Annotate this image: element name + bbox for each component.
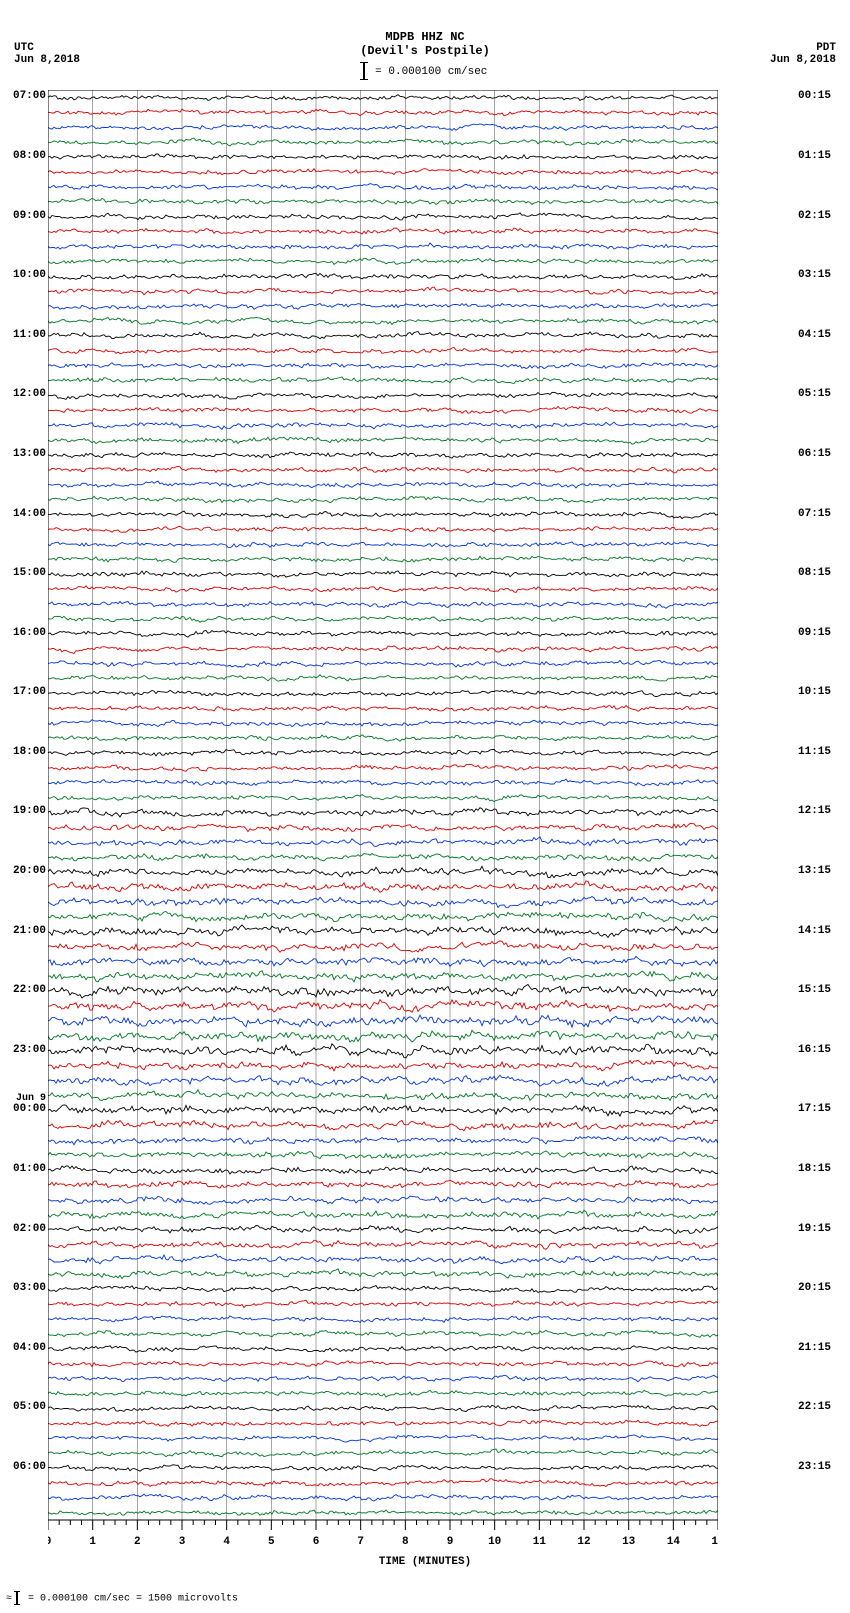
x-tick-label: 11: [533, 1536, 547, 1548]
x-tick-label: 5: [268, 1536, 275, 1548]
seismogram-page: MDPB HHZ NC (Devil's Postpile) = 0.00010…: [0, 0, 850, 1613]
hour-label: 16:15: [798, 1044, 831, 1056]
x-axis-label: TIME (MINUTES): [0, 1556, 850, 1568]
tz-left-date: Jun 8,2018: [14, 54, 80, 66]
hour-label: 07:15: [798, 508, 831, 520]
station-name: (Devil's Postpile): [0, 44, 850, 58]
hour-labels-pdt: 00:15 01:15 02:15 03:15 04:15 05:15 06:15 07:15…: [798, 90, 838, 1520]
x-tick-label: 9: [447, 1536, 454, 1548]
tz-right-date: Jun 8,2018: [770, 54, 836, 66]
hour-label: 20:00: [6, 865, 46, 877]
x-tick-label: 12: [577, 1536, 590, 1548]
x-tick-label: 2: [134, 1536, 141, 1548]
hour-label: 21:15: [798, 1342, 831, 1354]
timezone-right: PDT Jun 8,2018: [770, 42, 836, 66]
footer-scale: ≈ = 0.000100 cm/sec = 1500 microvolts: [6, 1591, 238, 1605]
hour-label: 05:15: [798, 388, 831, 400]
hour-label: 19:15: [798, 1223, 831, 1235]
header: MDPB HHZ NC (Devil's Postpile) = 0.00010…: [0, 30, 850, 80]
x-tick-label: 8: [402, 1536, 409, 1548]
hour-label: 02:15: [798, 210, 831, 222]
hour-label: 02:00: [6, 1223, 46, 1235]
hour-label: 08:15: [798, 567, 831, 579]
x-tick-label: 15: [711, 1536, 718, 1548]
x-tick-label: 6: [313, 1536, 320, 1548]
hour-label: 05:00: [6, 1401, 46, 1413]
hour-label: 23:15: [798, 1461, 831, 1473]
helicorder-plot: [48, 90, 718, 1520]
scale-bar: = 0.000100 cm/sec: [0, 62, 850, 80]
hour-label: 17:15: [798, 1103, 831, 1115]
x-tick-label: 14: [667, 1536, 681, 1548]
hour-label: 12:00: [6, 388, 46, 400]
hour-label: 09:00: [6, 210, 46, 222]
hour-label: 06:15: [798, 448, 831, 460]
hour-label: 06:00: [6, 1461, 46, 1473]
hour-label: 23:00: [6, 1044, 46, 1056]
hour-label: 20:15: [798, 1282, 831, 1294]
hour-label: 15:00: [6, 567, 46, 579]
timezone-left: UTC Jun 8,2018: [14, 42, 80, 66]
footer-approx: ≈: [6, 1594, 12, 1605]
station-code: MDPB HHZ NC: [0, 30, 850, 44]
hour-label: 01:15: [798, 150, 831, 162]
hour-label: 22:15: [798, 1401, 831, 1413]
x-tick-label: 13: [622, 1536, 636, 1548]
hour-label: 11:15: [798, 746, 831, 758]
hour-label: Jun 900:00: [6, 1093, 46, 1115]
hour-label: 04:15: [798, 329, 831, 341]
scale-text: = 0.000100 cm/sec: [369, 66, 488, 78]
hour-label: 10:00: [6, 269, 46, 281]
hour-label: 09:15: [798, 627, 831, 639]
tz-left-label: UTC: [14, 42, 80, 54]
hour-label: 10:15: [798, 686, 831, 698]
hour-label: 14:00: [6, 508, 46, 520]
hour-label: 16:00: [6, 627, 46, 639]
scale-bar-icon: [363, 62, 365, 80]
hour-label: 08:00: [6, 150, 46, 162]
hour-label: 01:00: [6, 1163, 46, 1175]
x-tick-label: 7: [357, 1536, 364, 1548]
hour-label: 17:00: [6, 686, 46, 698]
hour-label: 07:00: [6, 90, 46, 102]
footer-bar-icon: [16, 1591, 18, 1605]
hour-label: 00:15: [798, 90, 831, 102]
x-tick-label: 0: [48, 1536, 51, 1548]
x-tick-label: 3: [179, 1536, 186, 1548]
hour-label: 15:15: [798, 984, 831, 996]
hour-label: 13:15: [798, 865, 831, 877]
x-tick-label: 1: [89, 1536, 96, 1548]
hour-label: 03:00: [6, 1282, 46, 1294]
hour-label: 18:15: [798, 1163, 831, 1175]
tz-right-label: PDT: [770, 42, 836, 54]
hour-label: 19:00: [6, 805, 46, 817]
hour-label: 22:00: [6, 984, 46, 996]
hour-label: 13:00: [6, 448, 46, 460]
hour-labels-utc: 07:00 08:00 09:00 10:00 11:00 12:00 13:00 14:00…: [6, 90, 46, 1520]
hour-label: 04:00: [6, 1342, 46, 1354]
hour-label: 18:00: [6, 746, 46, 758]
x-axis-svg: 0123456789101112131415: [48, 1520, 718, 1560]
hour-label: 12:15: [798, 805, 831, 817]
footer-text: = 0.000100 cm/sec = 1500 microvolts: [22, 1594, 238, 1605]
x-tick-label: 4: [223, 1536, 230, 1548]
x-tick-label: 10: [488, 1536, 501, 1548]
helicorder-svg: [48, 90, 718, 1550]
hour-label: 11:00: [6, 329, 46, 341]
hour-label: 14:15: [798, 925, 831, 937]
hour-label: 03:15: [798, 269, 831, 281]
hour-label: 21:00: [6, 925, 46, 937]
